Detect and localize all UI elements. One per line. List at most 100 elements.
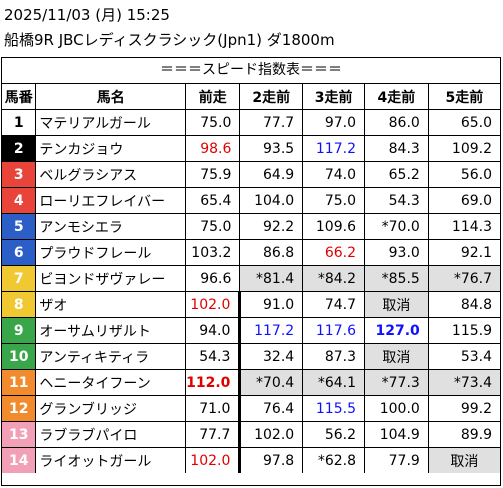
horse-name: ヘニータイフーン	[35, 369, 187, 396]
speed-index-cell: 89.9	[427, 421, 500, 448]
speed-index-cell: 102.0	[185, 447, 242, 473]
speed-index-cell: 71.0	[185, 395, 242, 422]
speed-index-cell: 75.0	[302, 187, 365, 214]
horse-name: ライオットガール	[35, 447, 187, 473]
table-row: 1 マテリアルガール 75.0 77.7 97.0 86.0 65.0	[2, 109, 500, 136]
speed-index-cell: *62.8	[302, 447, 365, 473]
date-time: 2025/11/03 (月) 15:25	[4, 6, 170, 24]
horse-number: 7	[2, 265, 37, 292]
table-row: 9 オーサムリザルト 94.0 117.2 117.6 127.0 115.9	[2, 317, 500, 344]
speed-index-cell: 75.0	[185, 109, 241, 136]
speed-index-cell: 56.2	[302, 421, 365, 448]
horse-number: 3	[2, 161, 37, 188]
table-row: 12 グランブリッジ 71.0 76.4 115.5 100.0 99.2	[2, 395, 500, 422]
speed-index-panel: ＝＝＝スピード指数表＝＝＝ 馬番 馬名 前走 2走前 3走前 4走前 5走前 1…	[1, 57, 501, 486]
speed-index-cell: 77.7	[185, 421, 242, 448]
horse-name: テンカジョウ	[35, 135, 187, 162]
table-row: 7 ビヨンドザヴァレー 96.6 *81.4 *84.2 *85.5 *76.7	[2, 265, 500, 292]
speed-index-cell: *81.4	[239, 265, 304, 292]
speed-index-cell: 115.9	[427, 317, 500, 344]
speed-index-cell: 91.0	[239, 291, 304, 318]
horse-number: 9	[2, 317, 37, 344]
col-header-2back: 2走前	[239, 84, 304, 110]
horse-number: 1	[2, 109, 37, 136]
horse-name: アンティキティラ	[35, 343, 187, 370]
speed-index-cell: 92.1	[427, 239, 500, 266]
speed-index-cell: 109.6	[302, 213, 365, 240]
speed-index-cell: 86.0	[363, 109, 429, 136]
table-row: 8 ザオ 102.0 91.0 74.7 取消 84.8	[2, 291, 500, 318]
speed-index-cell: 53.4	[427, 343, 500, 370]
horse-name: ラブラブパイロ	[35, 421, 187, 448]
horse-number: 11	[2, 369, 37, 396]
table-row: 2 テンカジョウ 98.6 93.5 117.2 84.3 109.2	[2, 135, 500, 162]
horse-name: ベルグラシアス	[35, 161, 187, 188]
speed-index-cell: 117.2	[239, 317, 304, 344]
speed-index-cell: 112.0	[185, 369, 242, 396]
table-row: 5 アンモシエラ 75.0 92.2 109.6 *70.0 114.3	[2, 213, 500, 240]
speed-index-cell: 84.3	[363, 135, 429, 162]
horse-name: オーサムリザルト	[35, 317, 187, 344]
speed-index-cell: 65.2	[363, 161, 429, 188]
speed-index-cell: 77.7	[239, 109, 304, 136]
race-title: 船橋9R JBCレディスクラシック(Jpn1) ダ1800m	[4, 31, 335, 49]
speed-index-cell: *77.3	[363, 369, 429, 396]
speed-index-cell: *70.0	[363, 213, 429, 240]
speed-index-cell: 96.6	[185, 265, 241, 292]
table-caption: ＝＝＝スピード指数表＝＝＝	[2, 58, 500, 84]
horse-number: 6	[2, 239, 37, 266]
table-row: 14 ライオットガール 102.0 97.8 *62.8 77.9 取消	[2, 447, 500, 473]
speed-index-cell: 102.0	[239, 421, 304, 448]
speed-index-cell: 66.2	[302, 239, 365, 266]
table-row: 4 ローリエフレイバー 65.4 104.0 75.0 54.3 69.0	[2, 187, 500, 214]
table-row: 13 ラブラブパイロ 77.7 102.0 56.2 104.9 89.9	[2, 421, 500, 448]
speed-index-cell: *85.5	[363, 265, 429, 292]
col-header-4back: 4走前	[363, 84, 429, 110]
horse-name: プラウドフレール	[35, 239, 187, 266]
speed-index-cell: *73.4	[427, 369, 500, 396]
speed-index-cell: 117.2	[302, 135, 365, 162]
table-row: 6 プラウドフレール 103.2 86.8 66.2 93.0 92.1	[2, 239, 500, 266]
speed-index-cell: 94.0	[185, 317, 242, 344]
horse-name: グランブリッジ	[35, 395, 187, 422]
speed-index-cell: *76.7	[427, 265, 500, 292]
speed-index-cell: 115.5	[302, 395, 365, 422]
speed-index-cell: 65.4	[185, 187, 241, 214]
speed-index-cell: 127.0	[363, 317, 429, 344]
speed-index-cell: 102.0	[185, 291, 242, 318]
speed-index-cell: 99.2	[427, 395, 500, 422]
speed-index-cell: 取消	[363, 291, 429, 318]
speed-index-cell: 93.0	[363, 239, 429, 266]
col-header-last: 前走	[185, 84, 241, 110]
horse-number: 13	[2, 421, 37, 448]
speed-index-cell: 92.2	[239, 213, 304, 240]
speed-index-cell: 54.3	[185, 343, 242, 370]
header-row: 馬番 馬名 前走 2走前 3走前 4走前 5走前	[2, 84, 500, 110]
speed-index-cell: 32.4	[239, 343, 304, 370]
horse-number: 8	[2, 291, 37, 318]
table-row: 3 ベルグラシアス 75.9 64.9 74.0 65.2 56.0	[2, 161, 500, 188]
speed-index-cell: 86.8	[239, 239, 304, 266]
speed-index-cell: 54.3	[363, 187, 429, 214]
speed-index-cell: 103.2	[185, 239, 241, 266]
horse-number: 5	[2, 213, 37, 240]
speed-index-cell: 69.0	[427, 187, 500, 214]
speed-index-cell: 104.0	[239, 187, 304, 214]
speed-index-cell: 97.8	[239, 447, 304, 473]
horse-number: 14	[2, 447, 37, 473]
speed-index-cell: 65.0	[427, 109, 500, 136]
speed-index-table: 馬番 馬名 前走 2走前 3走前 4走前 5走前 1 マテリアルガール 75.0 77…	[2, 84, 500, 473]
speed-index-cell: *70.4	[239, 369, 304, 396]
horse-name: マテリアルガール	[35, 109, 187, 136]
speed-index-cell: 84.8	[427, 291, 500, 318]
speed-index-cell: *64.1	[302, 369, 365, 396]
horse-number: 2	[2, 135, 37, 162]
speed-index-cell: 74.0	[302, 161, 365, 188]
horse-name: ザオ	[35, 291, 187, 318]
speed-index-cell: 98.6	[185, 135, 241, 162]
speed-index-cell: 100.0	[363, 395, 429, 422]
speed-index-cell: 76.4	[239, 395, 304, 422]
col-header-horse: 馬名	[35, 84, 187, 110]
speed-index-cell: 75.0	[185, 213, 241, 240]
horse-name: アンモシエラ	[35, 213, 187, 240]
